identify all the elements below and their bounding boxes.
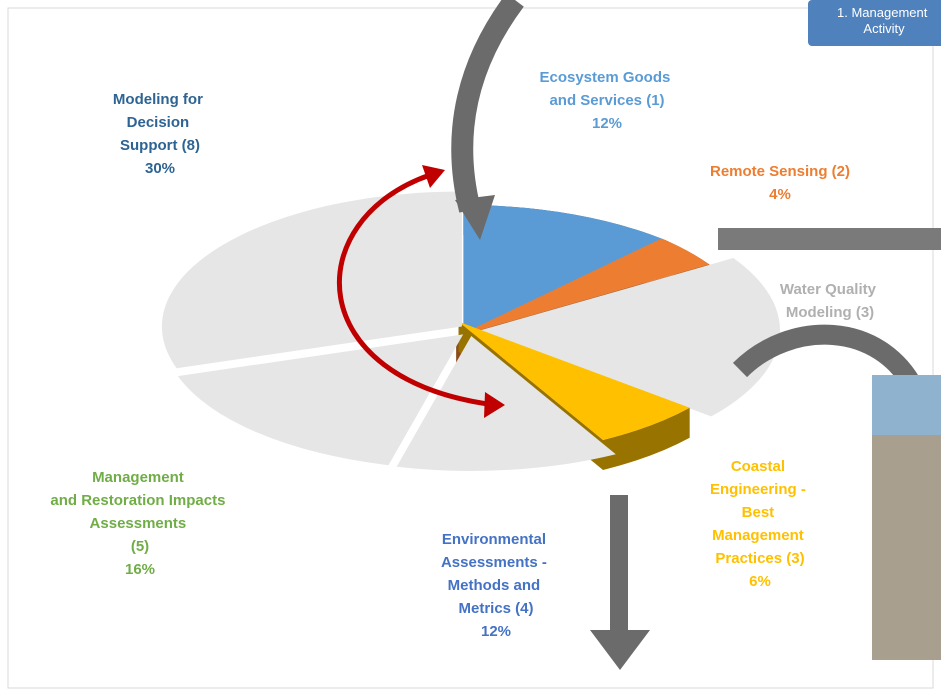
slice-label: Environmental Assessments - Methods and … — [441, 531, 551, 617]
value-label: 6% — [749, 573, 771, 590]
slice — [396, 335, 616, 471]
value-label: 4% — [769, 186, 791, 203]
value-label: 30% — [145, 160, 175, 177]
slice — [456, 238, 710, 337]
slice — [458, 321, 690, 440]
arrow-head — [422, 165, 445, 188]
slice — [177, 334, 464, 466]
slice-label: Ecosystem Goods and Services (1) — [539, 69, 674, 109]
arrow-bar — [718, 228, 941, 250]
slice-label: Modeling for Decision Support (8) — [113, 91, 207, 154]
value-label: 12% — [481, 623, 511, 640]
slice-label: Management and Restoration Impacts Asses… — [50, 469, 229, 555]
value-label: 12% — [592, 115, 622, 132]
double-arrow — [337, 172, 496, 408]
slice-side — [458, 321, 690, 470]
slice — [479, 258, 780, 417]
slice-label: Coastal Engineering - Best Management Pr… — [710, 458, 810, 567]
arrow-bar — [610, 495, 628, 635]
slice — [161, 191, 462, 369]
slice-label: Water Quality Modeling (3) — [780, 281, 880, 321]
value-label: 16% — [125, 561, 155, 578]
slice-label: Remote Sensing (2) — [710, 163, 850, 180]
arrow-head — [590, 630, 650, 670]
arrow-head — [484, 392, 505, 418]
slice — [463, 205, 669, 341]
callout-box — [808, 0, 941, 46]
photo-sky — [872, 375, 941, 435]
pie — [161, 191, 780, 471]
callout-text: 1. Management Activity — [837, 5, 931, 36]
arrow-head — [455, 195, 495, 240]
arrow-down — [451, 0, 524, 213]
labels: Ecosystem Goods and Services (1) 12% Remot… — [50, 69, 880, 640]
arrow-curve — [732, 324, 924, 395]
